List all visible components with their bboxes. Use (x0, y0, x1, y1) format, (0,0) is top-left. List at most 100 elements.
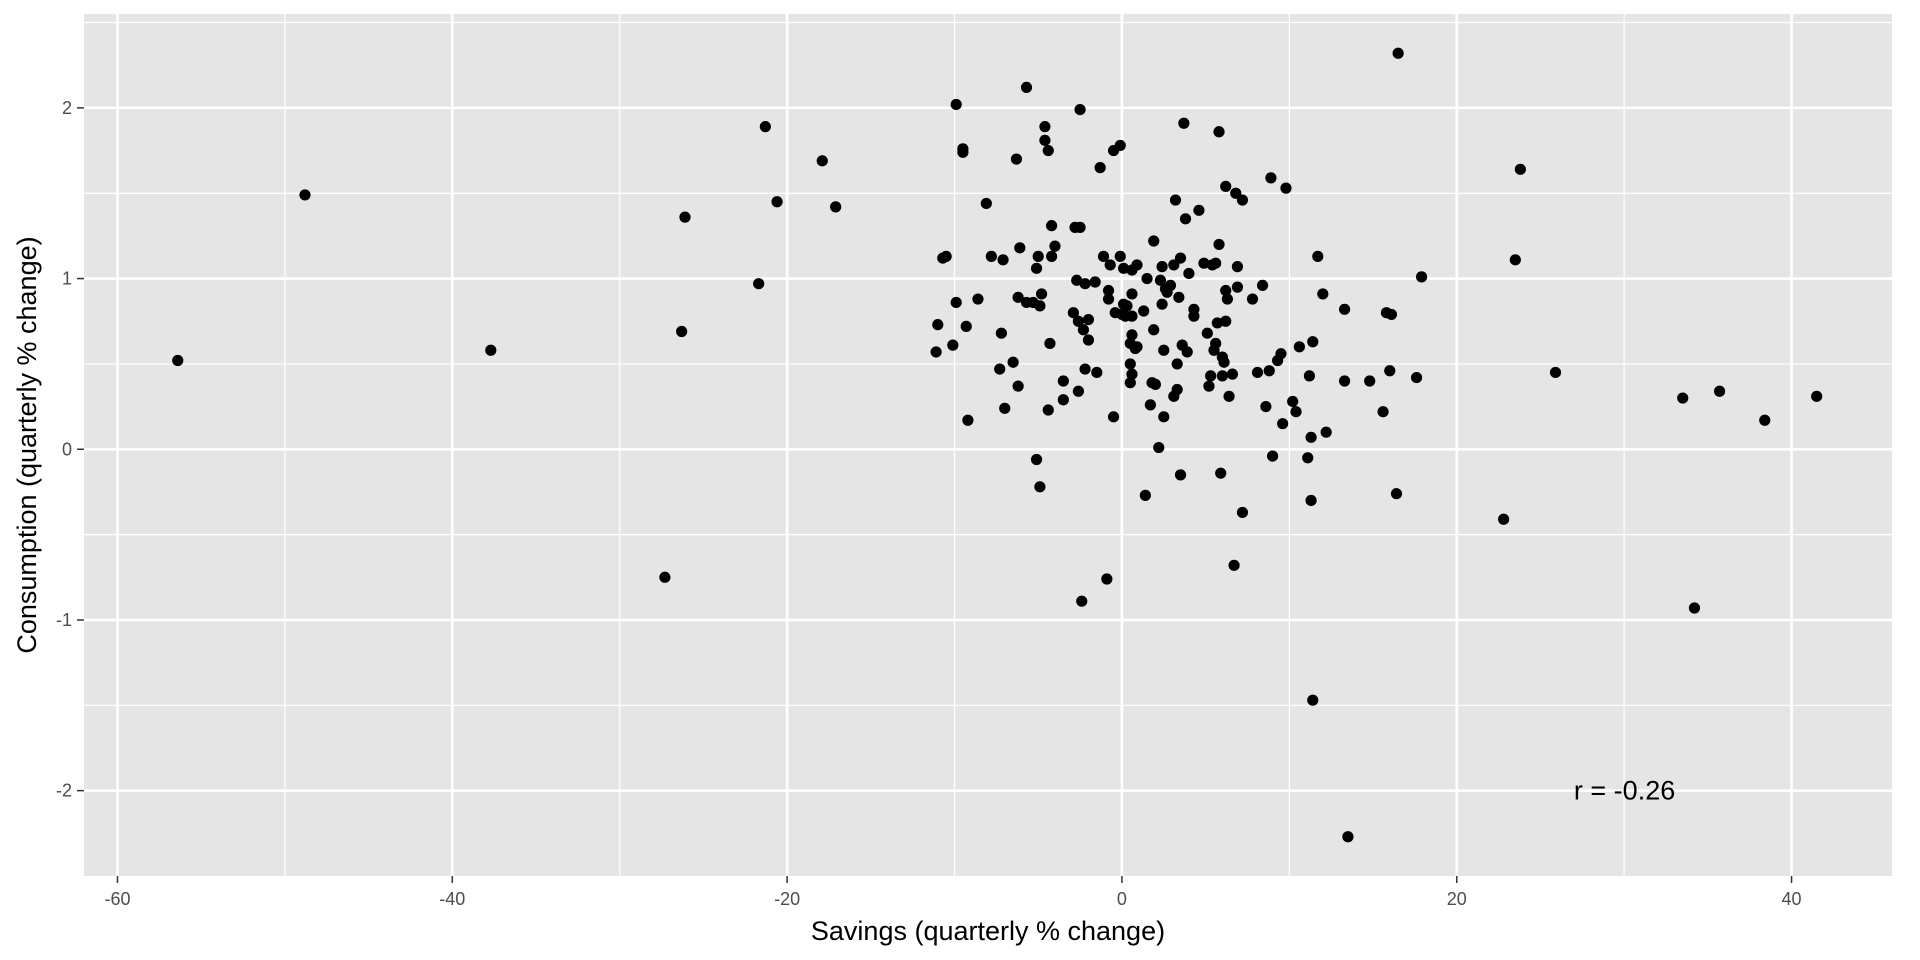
data-point (1020, 81, 1033, 93)
data-point (962, 414, 974, 426)
data-point (972, 293, 984, 305)
data-point (1156, 261, 1168, 273)
data-point (679, 211, 691, 223)
data-point (957, 146, 969, 158)
data-point (960, 320, 972, 332)
data-point (1039, 121, 1051, 133)
data-point (940, 250, 952, 262)
data-point (1042, 144, 1054, 157)
y-tick-label: -2 (56, 781, 72, 801)
plot-panel (84, 14, 1892, 876)
data-point (980, 197, 992, 210)
data-point (1101, 573, 1113, 585)
data-point (1032, 250, 1044, 262)
data-point (1338, 303, 1351, 315)
data-point (1057, 394, 1069, 406)
data-point (947, 339, 959, 351)
data-point (1082, 334, 1095, 346)
data-point (1385, 308, 1398, 321)
data-point (676, 325, 688, 338)
data-point (1091, 366, 1103, 379)
data-point (1256, 279, 1269, 292)
data-point (1071, 274, 1083, 286)
data-point (771, 196, 783, 208)
data-point (1231, 261, 1244, 273)
data-point (950, 98, 962, 111)
data-point (999, 402, 1011, 414)
data-point (1713, 385, 1726, 397)
data-point (1124, 377, 1136, 389)
data-point (1193, 204, 1205, 216)
data-point (1171, 358, 1183, 370)
x-axis-ticks: -60 -40 -20 0 20 40 (104, 876, 1802, 909)
data-point (1149, 378, 1162, 391)
data-point (1236, 194, 1249, 206)
data-point (1228, 559, 1240, 571)
grid-major (84, 14, 1892, 876)
data-points (172, 47, 1823, 843)
data-point (1114, 250, 1126, 262)
data-point (1158, 344, 1170, 356)
data-point (1034, 481, 1046, 493)
data-point (1305, 494, 1317, 507)
data-point (1759, 414, 1771, 426)
data-point (1010, 153, 1023, 165)
data-point (1307, 694, 1319, 706)
data-point (1072, 385, 1084, 397)
data-point (1124, 358, 1136, 370)
data-point (1141, 272, 1153, 285)
data-point (1811, 390, 1823, 402)
data-point (1688, 602, 1701, 614)
data-point (1179, 213, 1192, 225)
data-point (1169, 194, 1182, 206)
data-point (1121, 300, 1133, 312)
data-point (1173, 291, 1185, 303)
data-point (1549, 366, 1562, 379)
data-point (1201, 327, 1213, 339)
data-point (1220, 315, 1232, 327)
data-point (1148, 324, 1160, 336)
data-point (659, 571, 671, 583)
data-point (1012, 291, 1024, 303)
data-point (1216, 370, 1228, 382)
data-point (1046, 220, 1058, 232)
data-point (1220, 284, 1232, 297)
data-point (1231, 281, 1244, 293)
data-point (932, 319, 944, 331)
data-point (1118, 262, 1130, 274)
data-point (1158, 411, 1170, 423)
data-point (1049, 240, 1061, 252)
data-point (1236, 506, 1249, 519)
data-point (1226, 368, 1239, 380)
data-point (1265, 172, 1277, 184)
data-point (1131, 259, 1143, 271)
data-point (1377, 406, 1389, 418)
data-point (1035, 288, 1048, 300)
x-tick-label: -40 (439, 889, 465, 909)
data-point (1293, 341, 1305, 353)
y-axis-title: Consumption (quarterly % change) (12, 236, 42, 653)
data-point (1046, 250, 1058, 262)
data-point (753, 278, 765, 290)
data-point (1007, 356, 1019, 368)
data-point (1094, 162, 1106, 174)
data-point (1280, 182, 1292, 194)
data-point (1074, 103, 1086, 116)
data-point (1342, 831, 1354, 843)
data-point (1302, 452, 1314, 464)
data-point (1230, 187, 1242, 199)
data-point (299, 189, 311, 201)
data-point (1213, 238, 1225, 251)
data-point (1514, 163, 1526, 175)
x-tick-label: 40 (1782, 889, 1802, 909)
data-point (1034, 300, 1046, 312)
data-point (1220, 180, 1232, 192)
data-point (1153, 441, 1165, 454)
y-axis-ticks: -2 -1 0 1 2 (56, 98, 84, 801)
data-point (1057, 375, 1069, 387)
data-point (1102, 293, 1115, 305)
data-point (1042, 404, 1054, 416)
x-tick-label: 20 (1447, 889, 1467, 909)
data-point (1089, 276, 1101, 288)
data-point (994, 363, 1006, 375)
